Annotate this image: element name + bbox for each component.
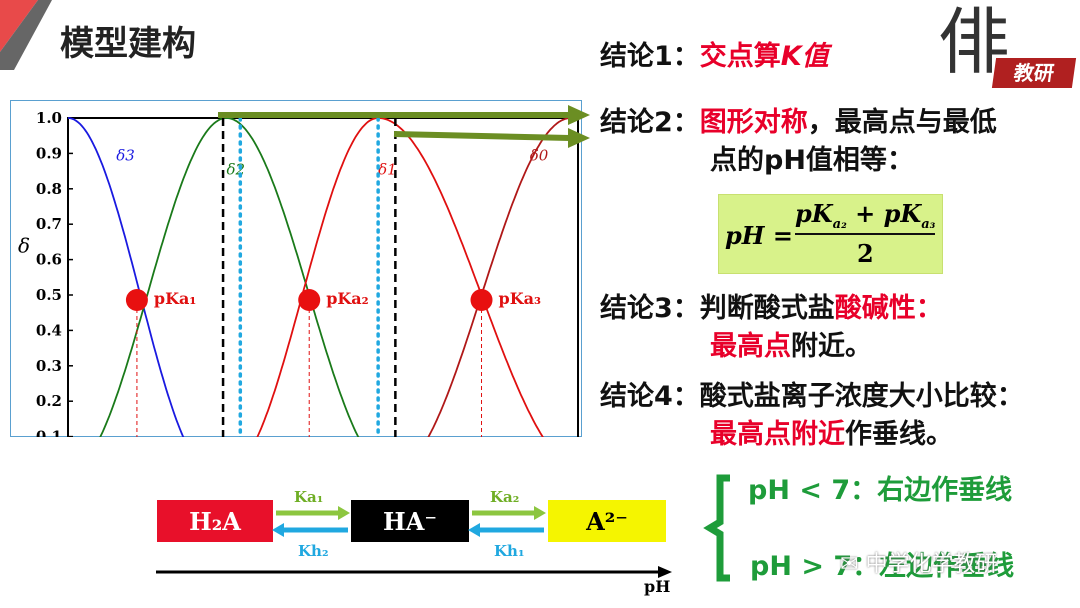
conclusion-1-k: K值 — [780, 41, 829, 72]
y-tick-label: 0.5 — [36, 286, 62, 304]
logo-tag: 教研 — [991, 58, 1077, 88]
chart-frame — [10, 100, 582, 437]
series-label: δ0 — [530, 146, 549, 164]
pka-label: pKa₁ — [154, 289, 196, 308]
formula-sub-2: a₃ — [921, 216, 936, 232]
green-brace — [703, 474, 730, 582]
formula-sub-1: a₂ — [832, 216, 847, 232]
y-tick-label: 0.6 — [36, 251, 62, 269]
ph-axis-arrow — [156, 566, 672, 578]
y-tick-label: 0.1 — [36, 428, 62, 437]
conclusion-2-line2: 点的pH值相等： — [710, 145, 914, 176]
pka-marker — [298, 289, 321, 311]
pka-label: pKa₂ — [326, 289, 368, 308]
formula-num-2: + pK — [855, 199, 922, 228]
rule-basic: pH > 7：左边作垂线 — [750, 551, 1015, 582]
conclusion-3: 结论3：判断酸式盐酸碱性： — [600, 290, 943, 327]
y-tick-label: 0.3 — [36, 357, 62, 375]
kh1-label: Kh₁ — [494, 542, 525, 560]
watermark-text: 中学化学教研 — [865, 552, 998, 577]
conclusion-3-prefix: 结论3： — [600, 293, 700, 324]
conclusion-1-prefix: 结论1： — [600, 41, 700, 72]
ka2-label: Ka₂ — [490, 488, 520, 506]
y-tick-label: 1.0 — [36, 109, 62, 127]
conclusion-2-prefix: 结论2： — [600, 107, 700, 138]
wechat-icon: ✉ — [840, 552, 866, 577]
series-line — [99, 117, 360, 437]
conclusion-4-black: 酸式盐离子浓度大小比较： — [699, 381, 1024, 412]
series-label: δ1 — [378, 161, 397, 179]
formula-box: pH = pKa₂ + pKa₃ 2 — [718, 194, 943, 274]
y-axis-label: δ — [18, 234, 30, 258]
conclusion-2-black: ，最高点与最低 — [807, 107, 997, 138]
slide-title: 模型建构 — [60, 24, 196, 64]
conclusion-3-black2: 附近。 — [791, 331, 872, 362]
conclusion-2-red: 图形对称 — [699, 107, 808, 138]
pointer-arrows — [218, 105, 590, 148]
species-a-box: A²⁻ — [548, 500, 666, 542]
series-label: δ3 — [116, 146, 135, 164]
y-tick-label: 0.2 — [36, 392, 62, 410]
distribution-chart: 012345678910111213140.10.20.30.40.50.60.… — [18, 109, 579, 437]
conclusion-3-black: 判断酸式盐 — [699, 293, 835, 324]
series-line — [256, 117, 544, 437]
conclusion-3-red2: 最高点 — [710, 331, 791, 362]
formula-lhs: pH = — [725, 221, 793, 250]
equilibrium-arrows — [272, 506, 546, 537]
conclusion-4-prefix: 结论4： — [600, 381, 700, 412]
species-h2a-box: H₂A — [157, 500, 273, 542]
series-line — [427, 117, 578, 437]
series-label: δ2 — [227, 161, 246, 179]
y-tick-label: 0.9 — [36, 144, 62, 162]
series-line — [67, 117, 185, 437]
fraction-bar — [795, 233, 935, 235]
pka-marker — [125, 289, 148, 311]
conclusion-4-line2: 最高点附近作垂线。 — [710, 416, 953, 453]
conclusion-3-line2: 最高点附近。 — [710, 328, 872, 365]
formula-num-1: pK — [795, 199, 833, 228]
conclusion-4: 结论4：酸式盐离子浓度大小比较： — [600, 378, 1024, 415]
conclusion-3-red: 酸碱性： — [834, 293, 943, 324]
species-ha-box: HA⁻ — [351, 500, 469, 542]
rule-acidic: pH < 7：右边作垂线 — [748, 475, 1013, 506]
pka-marker — [470, 289, 493, 311]
conclusion-4-red: 最高点附近 — [710, 419, 845, 450]
conclusion-2: 结论2：图形对称，最高点与最低 — [600, 104, 997, 141]
y-tick-label: 0.4 — [36, 321, 62, 339]
kh2-label: Kh₂ — [298, 542, 329, 560]
ph-axis-label: pH — [644, 577, 671, 596]
corner-decoration — [0, 0, 52, 70]
ka1-label: Ka₁ — [294, 488, 324, 506]
conclusion-4-black2: 作垂线。 — [845, 419, 953, 450]
y-tick-label: 0.7 — [36, 215, 62, 233]
plot-area — [67, 117, 579, 437]
formula-numerator: pKa₂ + pKa₃ — [795, 199, 935, 232]
y-tick-label: 0.8 — [36, 180, 62, 198]
conclusion-1: 结论1：交点算K值 — [600, 38, 829, 75]
watermark: ✉ 中学化学教研 — [840, 546, 997, 578]
conclusion-1-red: 交点算 — [699, 41, 781, 72]
pka-label: pKa₃ — [499, 289, 541, 308]
formula-denominator: 2 — [857, 239, 874, 268]
